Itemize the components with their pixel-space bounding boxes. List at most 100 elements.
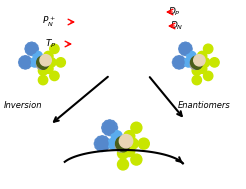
- Circle shape: [27, 43, 31, 47]
- Circle shape: [194, 55, 205, 66]
- Circle shape: [187, 44, 192, 49]
- Circle shape: [198, 64, 207, 73]
- Circle shape: [38, 66, 48, 75]
- Circle shape: [30, 51, 34, 56]
- Circle shape: [50, 71, 59, 81]
- Circle shape: [203, 44, 213, 53]
- Circle shape: [30, 42, 34, 46]
- Circle shape: [23, 56, 28, 60]
- Circle shape: [113, 125, 118, 130]
- Circle shape: [104, 122, 115, 133]
- Circle shape: [105, 144, 109, 149]
- Circle shape: [47, 58, 56, 67]
- Circle shape: [181, 44, 190, 54]
- Text: Enantiomers: Enantiomers: [178, 101, 231, 109]
- Circle shape: [181, 51, 185, 55]
- Circle shape: [111, 131, 122, 142]
- Circle shape: [100, 147, 105, 152]
- Circle shape: [177, 56, 181, 60]
- Circle shape: [181, 43, 185, 47]
- Circle shape: [175, 56, 179, 60]
- Circle shape: [33, 51, 42, 61]
- Circle shape: [198, 51, 207, 61]
- Circle shape: [127, 138, 138, 149]
- Circle shape: [20, 57, 30, 67]
- Circle shape: [103, 146, 107, 151]
- Circle shape: [183, 51, 187, 56]
- Circle shape: [34, 44, 38, 49]
- Circle shape: [115, 141, 126, 152]
- Circle shape: [200, 58, 210, 67]
- Circle shape: [19, 63, 23, 67]
- Circle shape: [124, 146, 135, 157]
- Circle shape: [112, 128, 117, 133]
- Circle shape: [39, 61, 48, 69]
- Circle shape: [174, 57, 184, 67]
- Circle shape: [105, 130, 109, 135]
- Circle shape: [181, 63, 185, 67]
- Circle shape: [19, 58, 23, 62]
- Circle shape: [112, 122, 117, 127]
- Circle shape: [179, 49, 184, 53]
- Circle shape: [108, 138, 119, 149]
- Circle shape: [179, 44, 184, 49]
- Circle shape: [44, 51, 53, 61]
- Circle shape: [34, 47, 38, 51]
- Circle shape: [96, 138, 108, 149]
- Circle shape: [102, 128, 107, 133]
- Text: $P_N^+$: $P_N^+$: [42, 15, 56, 29]
- Circle shape: [36, 60, 46, 69]
- Circle shape: [124, 131, 135, 142]
- Circle shape: [186, 51, 190, 55]
- Circle shape: [110, 121, 115, 125]
- Circle shape: [203, 71, 213, 81]
- Circle shape: [190, 60, 200, 69]
- Circle shape: [210, 58, 219, 67]
- Circle shape: [50, 44, 59, 53]
- Circle shape: [97, 146, 102, 151]
- Circle shape: [27, 51, 31, 55]
- Circle shape: [26, 56, 30, 60]
- Circle shape: [183, 42, 187, 46]
- Circle shape: [95, 144, 100, 149]
- Circle shape: [110, 130, 115, 135]
- Circle shape: [179, 56, 184, 60]
- Circle shape: [102, 125, 107, 130]
- Circle shape: [172, 60, 177, 64]
- Circle shape: [131, 154, 142, 165]
- Circle shape: [105, 121, 109, 125]
- Circle shape: [131, 122, 142, 133]
- Circle shape: [105, 141, 110, 146]
- Circle shape: [26, 49, 30, 53]
- Circle shape: [30, 58, 39, 67]
- Circle shape: [173, 58, 177, 62]
- Circle shape: [181, 58, 185, 62]
- Circle shape: [32, 51, 36, 55]
- Circle shape: [27, 63, 31, 67]
- Circle shape: [44, 64, 53, 73]
- Circle shape: [192, 75, 201, 85]
- Circle shape: [32, 43, 36, 47]
- Circle shape: [37, 56, 49, 69]
- Text: $D_P$: $D_P$: [168, 6, 181, 18]
- Circle shape: [119, 135, 133, 148]
- Circle shape: [26, 64, 30, 68]
- Circle shape: [188, 47, 192, 51]
- Circle shape: [190, 56, 203, 69]
- Circle shape: [116, 136, 130, 151]
- Circle shape: [184, 58, 193, 67]
- Circle shape: [179, 64, 184, 68]
- Circle shape: [103, 136, 107, 141]
- Circle shape: [187, 49, 192, 53]
- Text: $D_N$: $D_N$: [170, 20, 184, 32]
- Circle shape: [95, 139, 100, 143]
- Circle shape: [56, 58, 65, 67]
- Circle shape: [26, 44, 30, 49]
- Circle shape: [182, 60, 186, 64]
- Circle shape: [175, 64, 179, 68]
- Circle shape: [40, 55, 51, 66]
- Circle shape: [107, 120, 112, 125]
- Circle shape: [177, 65, 181, 69]
- Circle shape: [27, 58, 31, 62]
- Text: Inversion: Inversion: [4, 101, 43, 109]
